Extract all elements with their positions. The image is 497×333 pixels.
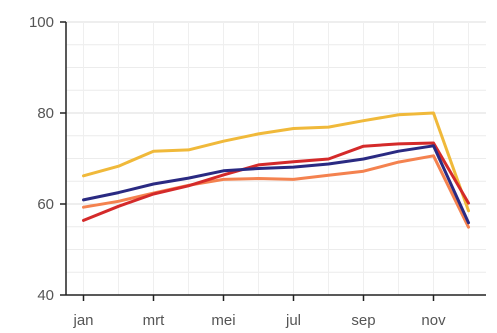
y-tick-label: 60 — [37, 196, 54, 213]
y-tick-label: 100 — [29, 14, 54, 31]
x-tick-label: mei — [211, 312, 235, 329]
series-line-1 — [82, 111, 470, 213]
y-tick-label: 80 — [37, 105, 54, 122]
series-line-4 — [82, 144, 470, 225]
x-tick-label: jan — [72, 312, 93, 329]
y-tick-label: 40 — [37, 287, 54, 304]
x-tick-label: jul — [285, 312, 301, 329]
x-tick-label: nov — [421, 312, 446, 329]
x-tick-label: mrt — [143, 312, 165, 329]
series-line-3 — [82, 141, 470, 222]
x-tick-label: sep — [351, 312, 375, 329]
